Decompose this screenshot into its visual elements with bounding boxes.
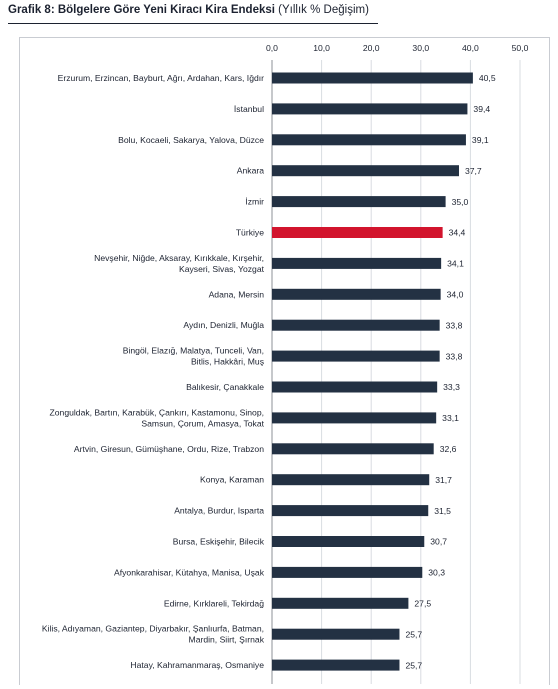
category-label: Edirne, Kırklareli, Tekirdağ [164,598,264,608]
value-label: 34,1 [447,259,464,269]
bar [272,288,441,300]
value-label: 33,3 [443,382,460,392]
category-label: Türkiye [236,228,264,238]
category-label: Hatay, Kahramanmaraş, Osmaniye [130,660,264,670]
category-label: Antalya, Burdur, Isparta [174,506,264,516]
bar [272,443,434,455]
category-label: Bursa, Eskişehir, Bilecik [173,537,265,547]
bar [272,134,466,146]
chart-title-sub: (Yıllık % Değişim) [278,4,369,16]
value-label: 25,7 [405,629,422,639]
category-label: İzmir [245,197,264,207]
title-underline [8,23,378,24]
value-label: 33,1 [442,413,459,423]
bar [272,165,459,177]
value-label: 33,8 [446,320,463,330]
x-tick-label: 20,0 [363,43,380,53]
category-label: Bingöl, Elazığ, Malatya, Tunceli, Van, [123,346,264,356]
bar [272,474,430,486]
chart-frame [19,37,550,685]
bar [272,72,473,84]
category-label: Adana, Mersin [209,289,265,299]
bar-highlight [272,227,443,238]
bar [272,196,446,208]
bar [272,381,438,393]
bar [272,412,437,424]
x-tick-label: 10,0 [313,43,330,53]
category-label: Mardin, Siirt, Şırnak [189,635,265,645]
category-label: Aydın, Denizli, Muğla [183,320,264,330]
category-label: Kilis, Adıyaman, Gaziantep, Diyarbakır, … [42,624,264,634]
category-label: Zonguldak, Bartın, Karabük, Çankırı, Kas… [50,407,264,417]
bar [272,566,423,578]
category-label: Artvin, Giresun, Gümüşhane, Ordu, Rize, … [74,444,264,454]
value-label: 31,5 [434,506,451,516]
value-label: 30,3 [428,568,445,578]
value-label: 30,7 [430,537,447,547]
bar [272,319,440,331]
value-label: 32,6 [440,444,457,454]
bar [272,628,400,640]
x-tick-label: 0,0 [266,43,278,53]
value-label: 33,8 [446,351,463,361]
value-label: 34,4 [449,228,466,238]
x-tick-label: 30,0 [412,43,429,53]
category-label: Bitlis, Hakkâri, Muş [191,357,264,367]
category-label: Erzurum, Erzincan, Bayburt, Ağrı, Ardaha… [58,73,264,83]
chart-title-main: Grafik 8: Bölgelere Göre Yeni Kiracı Kir… [8,4,275,16]
category-label: Konya, Karaman [200,475,264,485]
bar [272,103,468,115]
bar [272,257,442,269]
value-label: 35,0 [452,197,469,207]
x-tick-label: 40,0 [462,43,479,53]
category-label: Balıkesir, Çanakkale [186,382,264,392]
value-label: 39,1 [472,135,489,145]
value-label: 27,5 [414,599,431,609]
bar [272,597,409,609]
bar [272,350,440,362]
value-label: 37,7 [465,166,482,176]
category-label: Afyonkarahisar, Kütahya, Manisa, Uşak [114,567,265,577]
category-label: Ankara [237,166,264,176]
bar [272,505,429,517]
value-label: 39,4 [473,104,490,114]
x-tick-label: 50,0 [512,43,529,53]
value-label: 25,7 [405,660,422,670]
category-label: Nevşehir, Niğde, Aksaray, Kırıkkale, Kır… [94,253,264,263]
category-label: Samsun, Çorum, Amasya, Tokat [141,418,264,428]
bar [272,659,400,671]
value-label: 40,5 [479,73,496,83]
category-label: İstanbul [234,104,264,114]
value-label: 31,7 [435,475,452,485]
bar [272,536,425,547]
value-label: 34,0 [447,290,464,300]
category-label: Bolu, Kocaeli, Sakarya, Yalova, Düzce [118,135,264,145]
category-label: Kayseri, Sivas, Yozgat [179,264,265,274]
chart-title: Grafik 8: Bölgelere Göre Yeni Kiracı Kir… [8,4,369,16]
